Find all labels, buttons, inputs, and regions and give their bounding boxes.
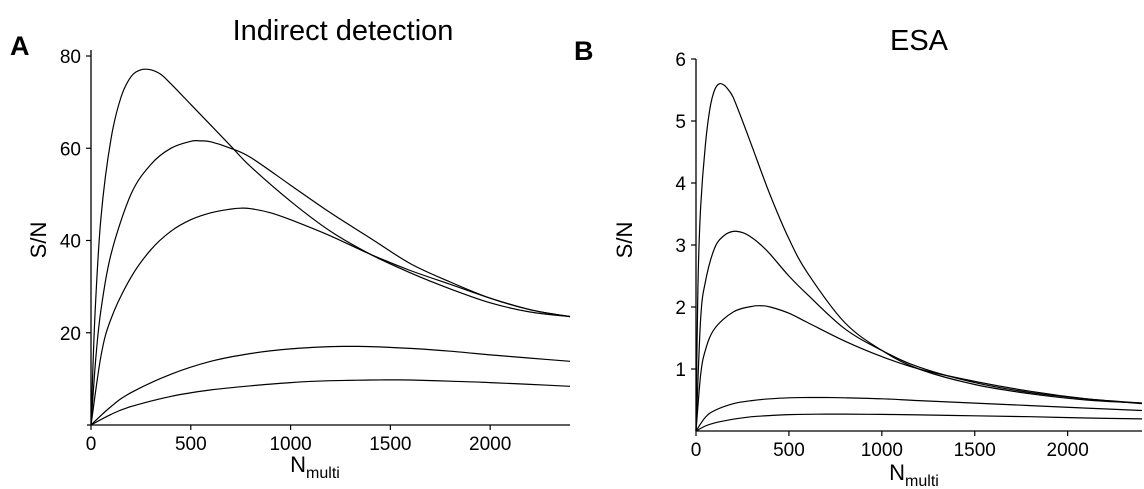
chart-panel-a: A Indirect detection S/N Nmulti 20 40 60 80…	[10, 15, 571, 482]
chart-title-a: Indirect detection	[233, 15, 454, 47]
y-axis-label-a: S/N	[26, 222, 51, 259]
panel-letter-a: A	[10, 31, 30, 61]
x-tick-label-b: 2000	[1047, 440, 1089, 461]
x-tick-label-a: 500	[175, 434, 207, 455]
chart-a-svg: A Indirect detection S/N Nmulti 20 40 60 80…	[10, 15, 571, 482]
series-line-b-1	[695, 82, 1143, 432]
chart-title-b: ESA	[890, 25, 949, 57]
series-line-a-4	[90, 345, 571, 426]
y-tick-label-b: 6	[675, 50, 686, 71]
x-axis-label-a: Nmulti	[290, 452, 340, 482]
x-axis-label-sub-a: multi	[306, 465, 340, 482]
panel-letter-b: B	[574, 36, 594, 66]
x-tick-label-a: 2000	[469, 434, 511, 455]
series-line-b-3	[695, 305, 1143, 432]
y-tick-label-a: 60	[60, 139, 81, 160]
y-tick-label-a: 80	[60, 47, 81, 68]
y-tick-label-b: 4	[675, 174, 686, 195]
x-tick-label-b: 1500	[954, 440, 996, 461]
x-axis-label-b: Nmulti	[889, 460, 939, 489]
y-axis-label-b: S/N	[612, 222, 637, 259]
series-line-a-1	[90, 68, 571, 426]
chart-b-svg: B ESA S/N Nmulti 1 2 3 4 5 6 0 500 1000 1500 2000	[574, 25, 1143, 489]
x-axis-label-main-a: N	[290, 452, 306, 477]
x-tick-label-a: 0	[86, 434, 97, 455]
x-axis-label-main-b: N	[889, 460, 905, 485]
x-tick-label-b: 0	[691, 440, 702, 461]
series-line-a-5	[90, 379, 571, 426]
y-tick-label-b: 1	[675, 360, 686, 381]
series-line-b-5	[695, 413, 1143, 432]
series-line-a-2	[90, 140, 571, 426]
y-tick-label-a: 20	[60, 324, 81, 345]
x-axis-label-sub-b: multi	[905, 473, 939, 489]
series-line-a-3	[90, 207, 571, 426]
y-tick-label-b: 2	[675, 298, 686, 319]
x-tick-label-b: 1000	[861, 440, 903, 461]
x-tick-label-b: 500	[773, 440, 805, 461]
x-tick-label-a: 1000	[269, 434, 311, 455]
y-tick-label-b: 3	[675, 236, 686, 257]
x-tick-label-a: 1500	[369, 434, 411, 455]
chart-panel-b: B ESA S/N Nmulti 1 2 3 4 5 6 0 500 1000 1500 2000	[572, 0, 1144, 489]
y-tick-label-a: 40	[60, 232, 81, 253]
y-tick-label-b: 5	[675, 112, 686, 133]
series-line-b-4	[695, 396, 1143, 432]
series-line-b-2	[695, 230, 1143, 432]
